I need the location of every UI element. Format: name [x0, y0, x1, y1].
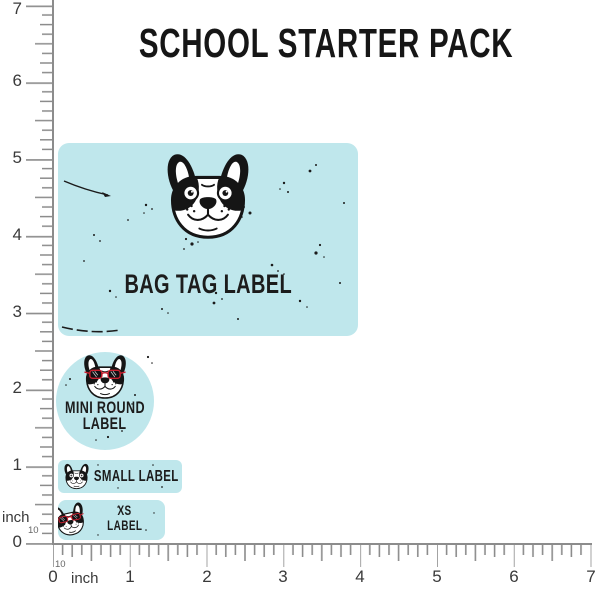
small-label: SMALL LABEL [58, 460, 182, 493]
bottom-ruler-number: 3 [278, 567, 288, 586]
xs-label-text-line1: XS [117, 503, 132, 518]
xs-label: XS LABEL [58, 500, 165, 540]
left-ruler-sub-mark: 10 [28, 525, 39, 536]
mini-round-label-text-line1: MINI ROUND [65, 398, 145, 417]
bottom-ruler-number: 6 [509, 567, 519, 586]
bottom-ruler-number: 4 [355, 567, 365, 586]
splatter-decoration [97, 464, 177, 489]
bag-tag-label: BAG TAG LABEL [58, 143, 358, 336]
dog-face-icon [166, 152, 250, 239]
small-label-text: SMALL LABEL [94, 467, 179, 485]
left-ruler-number: 0 [12, 532, 22, 551]
bag-tag-label-text: BAG TAG LABEL [124, 269, 292, 299]
splatter-decoration [97, 506, 155, 536]
bottom-ruler-number: 5 [432, 567, 442, 586]
left-ruler-number: 5 [12, 148, 22, 167]
mini-round-label-text-line2: LABEL [83, 414, 127, 433]
bottom-ruler-number: 1 [125, 567, 135, 586]
page-title: SCHOOL STARTER PACK [139, 20, 514, 66]
left-ruler-number: 3 [12, 302, 22, 321]
bottom-ruler-unit-label: inch [71, 570, 99, 587]
splatter-decoration [61, 164, 345, 333]
xs-label-text-line2: LABEL [106, 518, 143, 533]
left-ruler-number: 7 [12, 0, 22, 18]
left-ruler-number: 6 [12, 71, 22, 90]
bottom-ruler-number: 7 [586, 567, 596, 586]
bottom-ruler-number: 2 [202, 567, 212, 586]
horizontal-ruler-line [52, 543, 592, 545]
bottom-ruler-ticks [52, 545, 593, 569]
splatter-decoration [65, 355, 153, 441]
bottom-ruler-sub-mark: 10 [55, 559, 66, 570]
bottom-ruler-number: 0 [48, 567, 58, 586]
mini-round-label: MINI ROUND LABEL [56, 352, 154, 450]
dog-face-icon [63, 463, 90, 490]
dog-sunglasses-icon [83, 354, 127, 399]
left-ruler-unit-label: inch [2, 509, 30, 526]
left-ruler-number: 2 [12, 378, 22, 397]
left-ruler-number: 4 [12, 225, 22, 244]
left-ruler-ticks [26, 0, 53, 546]
vertical-ruler-line [52, 0, 54, 545]
left-ruler-number: 1 [12, 455, 22, 474]
